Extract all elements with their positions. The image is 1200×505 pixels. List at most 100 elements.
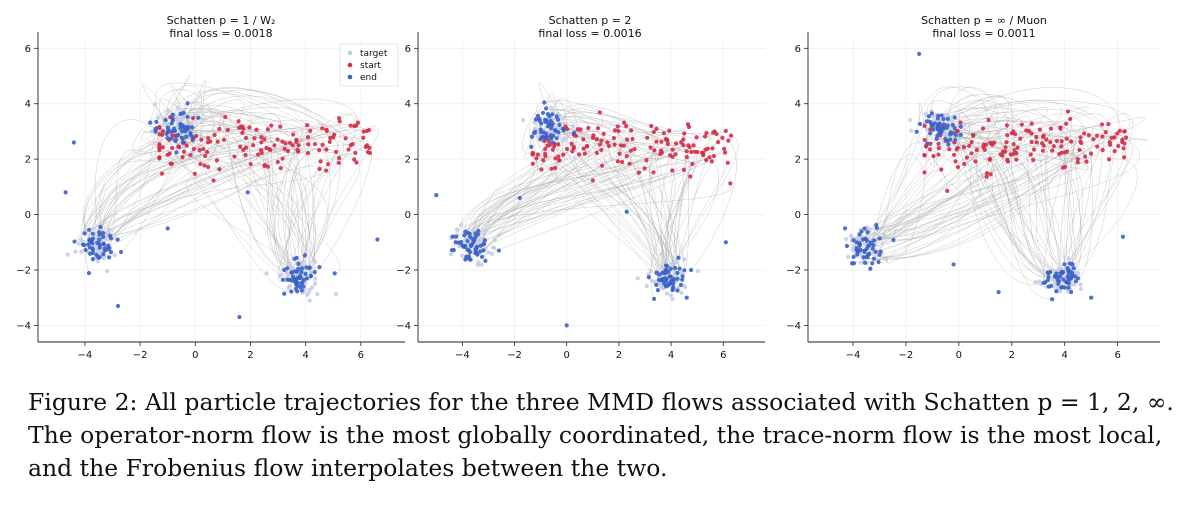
end-point — [462, 233, 467, 238]
start-point — [170, 145, 175, 151]
start-point — [1122, 129, 1127, 134]
start-point — [642, 166, 647, 171]
start-point — [169, 161, 174, 166]
y-tick-label: 6 — [25, 44, 31, 55]
start-point — [305, 134, 310, 140]
target-point — [479, 262, 484, 267]
end-point — [473, 250, 478, 255]
trajectory-line — [864, 135, 1103, 229]
trajectory-line — [937, 107, 1030, 138]
end-point — [952, 125, 957, 131]
end-point — [184, 125, 190, 130]
trajectory-line — [464, 129, 581, 246]
target-point — [112, 253, 117, 258]
trajectory-line — [1045, 127, 1062, 284]
y-tick-label: 6 — [405, 44, 411, 55]
trajectory-line — [947, 101, 1119, 147]
start-point — [576, 152, 582, 157]
trajectory-line — [472, 160, 560, 237]
end-point — [299, 266, 305, 271]
start-point — [324, 128, 329, 133]
trajectory-line — [475, 154, 676, 254]
trajectory-line — [876, 143, 1105, 231]
trajectory-line — [475, 131, 655, 254]
end-point — [86, 227, 92, 232]
start-point — [1029, 131, 1034, 136]
end-point — [624, 209, 629, 214]
end-point — [945, 123, 950, 128]
start-point — [206, 164, 211, 170]
end-point — [176, 132, 181, 138]
target-point — [76, 241, 81, 246]
trajectory-line — [957, 147, 1051, 273]
start-point — [157, 155, 162, 160]
trajectory-line — [547, 109, 635, 156]
start-point — [612, 128, 618, 133]
start-point — [320, 142, 325, 148]
target-point — [557, 126, 562, 131]
target-point — [156, 115, 161, 120]
target-point — [549, 105, 554, 110]
y-tick-label: 6 — [795, 44, 801, 55]
start-point — [361, 135, 366, 140]
target-point — [695, 268, 700, 274]
target-point — [859, 260, 864, 266]
start-point — [922, 137, 927, 143]
target-point — [670, 296, 675, 302]
end-point — [1059, 285, 1065, 290]
start-point — [564, 146, 570, 152]
start-point — [711, 153, 717, 159]
trajectories — [846, 86, 1148, 300]
start-point — [305, 122, 310, 128]
end-point — [173, 137, 179, 143]
start-point — [704, 157, 709, 163]
end-point — [295, 289, 300, 294]
start-point — [243, 135, 249, 141]
y-tick-label: −2 — [786, 265, 801, 276]
start-point — [936, 152, 941, 157]
start-point — [545, 143, 550, 148]
panel-subtitle: final loss = 0.0016 — [538, 27, 641, 40]
target-point — [520, 117, 526, 123]
end-point — [675, 270, 680, 276]
legend-box — [339, 43, 399, 87]
target-point — [306, 291, 311, 296]
start-point — [251, 143, 256, 148]
start-point — [317, 148, 322, 153]
start-point — [317, 166, 322, 172]
start-point — [691, 143, 696, 148]
end-point — [90, 250, 96, 255]
start-point — [157, 145, 162, 150]
start-point — [204, 150, 210, 155]
panel-title: Schatten p = ∞ / Muon — [921, 14, 1047, 27]
trajectory-line — [940, 106, 1090, 139]
end-point — [857, 243, 862, 248]
end-point — [862, 249, 867, 255]
start-point — [590, 178, 595, 183]
target-point — [844, 236, 849, 242]
start-point — [215, 139, 220, 144]
end-point — [672, 265, 678, 270]
start-point — [184, 143, 189, 148]
end-point — [81, 242, 87, 248]
target-point — [942, 131, 947, 137]
start-point — [1044, 137, 1049, 142]
end-point — [101, 241, 106, 246]
start-point — [275, 159, 280, 165]
end-point — [560, 126, 565, 131]
end-point — [453, 240, 458, 245]
start-point — [248, 161, 253, 167]
trajectory-line — [607, 142, 676, 268]
start-point — [1012, 132, 1018, 137]
trajectory-line — [858, 170, 948, 252]
start-point — [689, 149, 694, 155]
start-point — [280, 139, 285, 144]
start-point — [673, 141, 679, 146]
end-point — [83, 247, 88, 253]
start-point — [197, 148, 202, 153]
start-point — [709, 159, 714, 164]
end-point — [939, 129, 944, 134]
start-point — [1004, 140, 1009, 145]
end-point — [107, 255, 112, 260]
trajectory-line — [303, 129, 379, 281]
